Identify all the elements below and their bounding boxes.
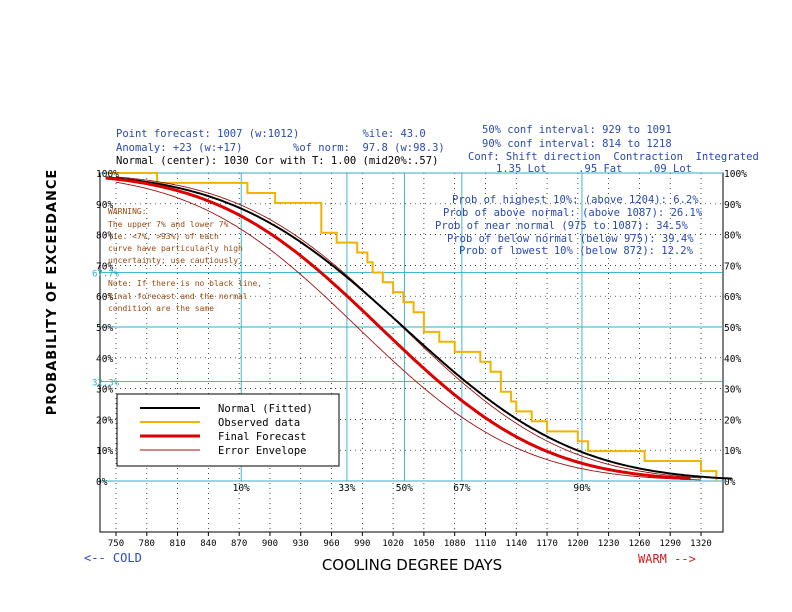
y-tick-label-left: 80% xyxy=(96,231,113,242)
y-tick-label-right: 10% xyxy=(724,446,741,457)
x-tick-label: 1260 xyxy=(629,539,651,549)
y-tick-label-left: 20% xyxy=(96,415,113,426)
x-tick-label: 960 xyxy=(323,539,339,549)
x-tick-label: 1050 xyxy=(413,539,435,549)
conf-50: 50% conf interval: 929 to 1091 xyxy=(482,124,672,136)
y-tick-label-left: 100% xyxy=(96,169,119,180)
y-tick-label-left: 0% xyxy=(96,477,108,488)
y-tick-label-left: 40% xyxy=(96,354,113,365)
normal-fitted-line xyxy=(105,176,732,480)
y-tick-label-right: 50% xyxy=(724,323,741,334)
x-tick-label: 930 xyxy=(293,539,309,549)
warning-line-3: (ie. <7%, >93%) of each xyxy=(108,232,219,241)
note-block: Note: If there is no black line, final f… xyxy=(108,279,262,313)
x-tick-label: 810 xyxy=(169,539,185,549)
y-tick-label-left: 60% xyxy=(96,292,113,303)
x-tick-label: 1290 xyxy=(659,539,681,549)
ref-hline-label: 67.7% xyxy=(92,269,120,279)
x-tick-label: 1200 xyxy=(567,539,589,549)
prob-above-normal: Prob of above normal: (above 1087): 26.1… xyxy=(443,207,703,219)
y-tick-label-right: 70% xyxy=(724,261,741,272)
ref-vline-label: 50% xyxy=(396,483,413,494)
prob-near-normal: Prob of near normal (975 to 1087): 34.5% xyxy=(435,220,689,232)
y-tick-label-right: 90% xyxy=(724,200,741,211)
y-tick-label-left: 50% xyxy=(96,323,113,334)
warning-line-2: The upper 7% and lower 7% xyxy=(108,220,229,229)
x-tick-label: 1110 xyxy=(475,539,497,549)
header-line-3: Normal (center): 1030 Cor with T: 1.00 (… xyxy=(116,155,438,167)
prob-highest-10: Prob of highest 10%: (above 1204): 6.2% xyxy=(452,194,699,206)
x-tick-label: 1020 xyxy=(382,539,404,549)
y-tick-label-right: 0% xyxy=(724,477,736,488)
warning-line-5: uncertainty; use cautiously. xyxy=(108,256,243,265)
ref-hline-label: 32.3% xyxy=(92,379,120,389)
note-line-3: condition are the same xyxy=(108,304,214,313)
note-line-1: Note: If there is no black line, xyxy=(108,279,262,288)
legend-label: Final Forecast xyxy=(218,431,307,443)
legend: Normal (Fitted) Observed data Final Foreca… xyxy=(116,393,340,467)
header-line-1: Point forecast: 1007 (w:1012) %ile: 43.0 xyxy=(116,128,426,140)
conf-90: 90% conf interval: 814 to 1218 xyxy=(482,138,672,150)
ref-vline-label: 10% xyxy=(233,483,250,494)
note-line-2: final forecast and the normal xyxy=(108,292,248,301)
y-tick-label-right: 60% xyxy=(724,292,741,303)
legend-label: Observed data xyxy=(218,417,300,429)
x-tick-label: 1140 xyxy=(505,539,527,549)
warning-line-4: curve have particularly high xyxy=(108,244,243,253)
error-envelope-lower xyxy=(115,181,702,481)
observed-data-line xyxy=(107,172,718,481)
x-tick-label: 870 xyxy=(231,539,247,549)
legend-box xyxy=(116,393,340,467)
ref-vline-label: 67% xyxy=(453,483,470,494)
y-tick-label-right: 40% xyxy=(724,354,741,365)
x-tick-label: 990 xyxy=(354,539,370,549)
y-tick-label-left: 70% xyxy=(96,261,113,272)
x-axis-title: COOLING DEGREE DAYS xyxy=(322,556,502,574)
legend-label: Error Envelope xyxy=(218,445,307,457)
conf-headers: Conf: Shift direction Contraction Integr… xyxy=(468,151,759,163)
y-tick-label-right: 80% xyxy=(724,231,741,242)
y-axis-title: PROBABILITY OF EXCEEDANCE xyxy=(45,169,60,416)
warm-label: WARM --> xyxy=(638,552,696,566)
ref-vline-label: 33% xyxy=(338,483,355,494)
probabilities-block: Prob of highest 10%: (above 1204): 6.2% … xyxy=(435,194,703,257)
header-left: Point forecast: 1007 (w:1012) %ile: 43.0… xyxy=(116,128,445,167)
y-tick-label-right: 100% xyxy=(724,169,747,180)
ref-vline-label: 90% xyxy=(573,483,590,494)
x-tick-label: 780 xyxy=(139,539,155,549)
x-tick-label: 1080 xyxy=(444,539,466,549)
x-tick-label: 900 xyxy=(262,539,278,549)
x-tick-label: 750 xyxy=(108,539,124,549)
header-right: 50% conf interval: 929 to 1091 90% conf … xyxy=(468,124,759,175)
warning-line-1: WARNING: xyxy=(108,207,147,216)
header-line-2: Anomaly: +23 (w:+17) %of norm: 97.8 (w:9… xyxy=(116,142,445,154)
data-series xyxy=(105,172,732,481)
cold-label: <-- COLD xyxy=(84,551,142,565)
x-tick-label: 1320 xyxy=(690,539,712,549)
conf-values: 1.35 Lot .95 Fat .09 Lot xyxy=(496,163,692,175)
y-tick-label-right: 20% xyxy=(724,415,741,426)
legend-label: Normal (Fitted) xyxy=(218,403,313,415)
y-tick-label-left: 10% xyxy=(96,446,113,457)
prob-lowest-10: Prob of lowest 10% (below 872): 12.2% xyxy=(459,245,694,257)
final-forecast-line xyxy=(105,176,691,481)
y-tick-label-left: 30% xyxy=(96,385,113,396)
prob-below-normal: Prob of below normal (below 975): 39.4% xyxy=(447,233,694,245)
x-tick-label: 1230 xyxy=(598,539,620,549)
x-tick-label: 1170 xyxy=(536,539,558,549)
axes: 750 780 810 840 870 900 930 960 990 1020 1050 1080 1… xyxy=(96,169,747,549)
y-tick-label-left: 90% xyxy=(96,200,113,211)
y-tick-label-right: 30% xyxy=(724,385,741,396)
x-tick-label: 840 xyxy=(200,539,216,549)
warning-block: WARNING: The upper 7% and lower 7% (ie. … xyxy=(108,207,243,265)
